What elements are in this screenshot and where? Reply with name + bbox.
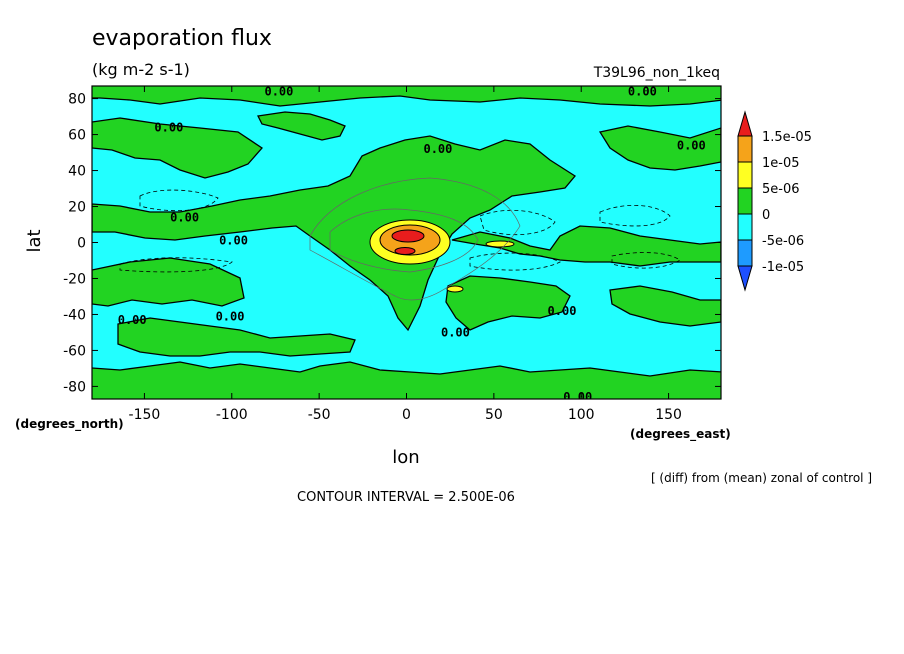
footer-note: [ (diff) from (mean) zonal of control ] [651,471,872,485]
colorbar-label: 1.5e-05 [762,130,812,145]
south-ocean-ring [117,317,356,357]
fine-contour-central [329,208,479,273]
contour-label: 0.00 [423,142,452,156]
max-level-1.5e-05-south [394,247,416,255]
dashed-contour-west-south [119,257,233,273]
colorbar-extend-top [737,110,753,137]
x-axis-label: lon [392,447,419,468]
y-axis: 80 60 40 20 0 -20 -40 -60 -80 [63,92,721,395]
x-tick-label: 50 [485,407,503,423]
colorbar: 1.5e-05 1e-05 5e-06 0 -5e-06 -1e-05 [737,110,812,292]
contour-label: 0.00 [154,120,183,134]
x-axis: -150 -100 -50 0 50 100 150 [129,86,682,423]
dashed-contour-east-b [469,252,561,271]
south-pacific-patch [609,285,721,327]
positive-fine-contours [309,177,521,301]
contour-label: 0.00 [548,304,577,318]
dashed-contour-west-north [139,189,219,212]
colorbar-extend-bottom [737,265,753,292]
colorbar-segment [737,135,753,163]
x-tick-label: -100 [216,407,248,423]
y-tick-label: 0 [77,236,86,252]
colorbar-label: 1e-05 [762,156,800,171]
max-level-1.5e-05 [391,229,425,243]
antarctic-band [92,361,721,399]
yellow-spot-a [446,285,464,293]
colorbar-label: -5e-06 [762,234,804,249]
contour-label: 0.00 [563,390,592,404]
negative-contours [119,189,681,273]
y-axis-label: lat [24,229,45,252]
y-tick-label: 40 [68,164,86,180]
x-tick-label: 100 [568,407,595,423]
contour-label: 0.00 [441,325,470,339]
north-east-patch [598,125,721,171]
contour-label: 0.00 [628,84,657,98]
y-tick-label: -20 [63,271,86,287]
x-tick-label: 0 [402,407,411,423]
colorbar-label: 5e-06 [762,182,800,197]
south-central-patch [445,275,571,331]
contour-label: 0.00 [264,84,293,98]
y-tick-label: -60 [63,343,86,359]
y-tick-label: -40 [63,307,86,323]
y-tick-label: 80 [68,92,86,108]
arctic-band [92,86,721,107]
colorbar-segment [737,161,753,189]
eurasia-central-blob [92,135,576,332]
contour-label: 0.00 [219,234,248,248]
contour-labels: 0.00 0.00 0.00 0.00 0.00 0.00 0.00 0.00 0.00 0.00… [118,84,706,404]
contour-label: 0.00 [677,138,706,152]
x-units-label: (degrees_east) [630,427,731,442]
chart-title: evaporation flux [92,26,272,51]
dashed-contour-far-east [599,205,671,227]
central-maximum [369,219,451,265]
fine-contour-outer [309,177,521,301]
dashed-contour-east-a [479,209,556,235]
x-tick-label: -50 [308,407,331,423]
colorbar-segment [737,187,753,215]
plot-area: 0.00 0.00 0.00 0.00 0.00 0.00 0.00 0.00 0.00 0.00… [92,84,721,404]
y-units-label: (degrees_north) [15,417,124,432]
y-tick-label: 60 [68,128,86,144]
x-tick-label: -150 [129,407,161,423]
colorbar-label: 0 [762,208,770,223]
contour-label: 0.00 [170,210,199,224]
run-label: T39L96_non_1keq [593,65,720,81]
y-tick-label: -80 [63,379,86,395]
contour-label: 0.00 [118,313,147,327]
colorbar-label: -1e-05 [762,260,804,275]
x-tick-label: 150 [655,407,682,423]
contour-label: 0.00 [216,309,245,323]
chart-subtitle: (kg m-2 s-1) [92,60,190,79]
colorbar-segment [737,239,753,267]
subtropical-band-east [451,225,721,267]
colorbar-segment [737,213,753,241]
yellow-spot-b [485,240,515,248]
y-tick-label: 20 [68,200,86,216]
north-pacific-patch [92,117,263,179]
contour-interval: CONTOUR INTERVAL = 2.500E-06 [297,490,515,505]
north-atlantic-arm [257,111,346,141]
